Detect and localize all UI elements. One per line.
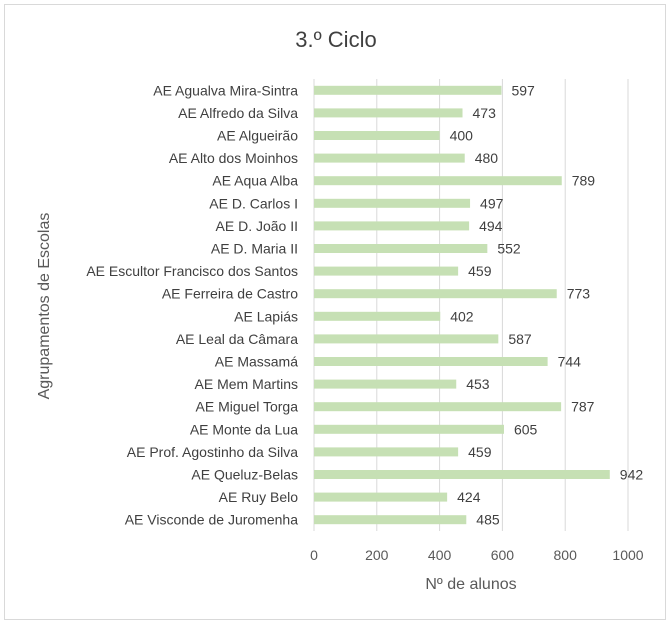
- bar: [314, 402, 562, 412]
- bar: [314, 334, 499, 344]
- bar: [314, 379, 457, 389]
- category-label: AE Leal da Câmara: [176, 331, 298, 347]
- bar: [314, 221, 470, 231]
- data-label: 459: [468, 444, 492, 460]
- category-label: AE Lapiás: [234, 308, 298, 324]
- category-label: AE Agualva Mira-Sintra: [153, 82, 298, 98]
- bar: [314, 424, 504, 434]
- category-label: AE D. Maria II: [211, 241, 298, 257]
- bar: [314, 244, 488, 253]
- x-tick-label: 800: [554, 547, 578, 563]
- x-tick-label: 0: [310, 547, 318, 563]
- x-tick-label: 400: [428, 547, 452, 563]
- bar: [314, 198, 471, 208]
- data-label: 744: [558, 354, 582, 370]
- data-label: 453: [466, 376, 490, 392]
- data-label: 942: [620, 467, 644, 483]
- category-label: AE Monte da Lua: [190, 421, 298, 437]
- chart-title: 3.º Ciclo: [295, 27, 376, 52]
- x-axis-title: Nº de alunos: [425, 576, 516, 593]
- bars: [314, 85, 610, 525]
- data-label: 787: [571, 399, 595, 415]
- category-label: AE Queluz-Belas: [191, 467, 298, 483]
- data-label: 400: [450, 128, 474, 144]
- data-label: 459: [468, 263, 492, 279]
- data-label: 485: [476, 512, 500, 528]
- data-label: 494: [479, 218, 503, 234]
- data-label: 480: [475, 150, 499, 166]
- category-label: AE Escultor Francisco dos Santos: [86, 263, 298, 279]
- data-label: 497: [480, 195, 504, 211]
- bar: [314, 266, 459, 276]
- category-label: AE Prof. Agostinho da Silva: [127, 444, 298, 460]
- bar: [314, 85, 502, 95]
- bar: [314, 289, 557, 299]
- data-label: 597: [511, 82, 535, 98]
- data-label: 424: [457, 489, 481, 505]
- bar: [314, 515, 467, 525]
- data-label: 605: [514, 421, 538, 437]
- category-label: AE Alto dos Moinhos: [169, 150, 298, 166]
- labels: 0 200 400 600 800 1000 AE Agualva Mira-Sintra 5…: [86, 82, 643, 563]
- data-label: 773: [567, 286, 591, 302]
- bar: [314, 357, 548, 366]
- data-label: 552: [497, 241, 521, 257]
- x-tick-label: 600: [491, 547, 515, 563]
- data-label: 587: [508, 331, 532, 347]
- bar: [314, 153, 465, 163]
- category-label: AE D. Carlos I: [209, 195, 298, 211]
- x-tick-label: 200: [365, 547, 389, 563]
- category-label: AE Ferreira de Castro: [162, 286, 298, 302]
- bar: [314, 447, 459, 457]
- category-label: AE Visconde de Juromenha: [125, 512, 299, 528]
- category-label: AE Alfredo da Silva: [178, 105, 298, 121]
- gridlines: [313, 79, 629, 531]
- y-axis-title: Agrupamentos de Escolas: [36, 213, 53, 400]
- bar: [314, 311, 441, 321]
- category-label: AE Ruy Belo: [219, 489, 299, 505]
- bar: [314, 108, 463, 118]
- bar: [314, 470, 610, 479]
- data-label: 789: [572, 173, 596, 189]
- category-label: AE Miguel Torga: [196, 399, 299, 415]
- bar: [314, 131, 440, 140]
- data-label: 402: [450, 308, 474, 324]
- category-label: AE Algueirão: [217, 128, 298, 144]
- category-label: AE Mem Martins: [195, 376, 298, 392]
- data-label: 473: [473, 105, 497, 121]
- bar: [314, 176, 562, 186]
- x-tick-label: 1000: [612, 547, 643, 563]
- category-label: AE Massamá: [215, 354, 298, 370]
- category-label: AE Aqua Alba: [212, 173, 298, 189]
- bar: [314, 492, 448, 502]
- category-label: AE D. João II: [216, 218, 298, 234]
